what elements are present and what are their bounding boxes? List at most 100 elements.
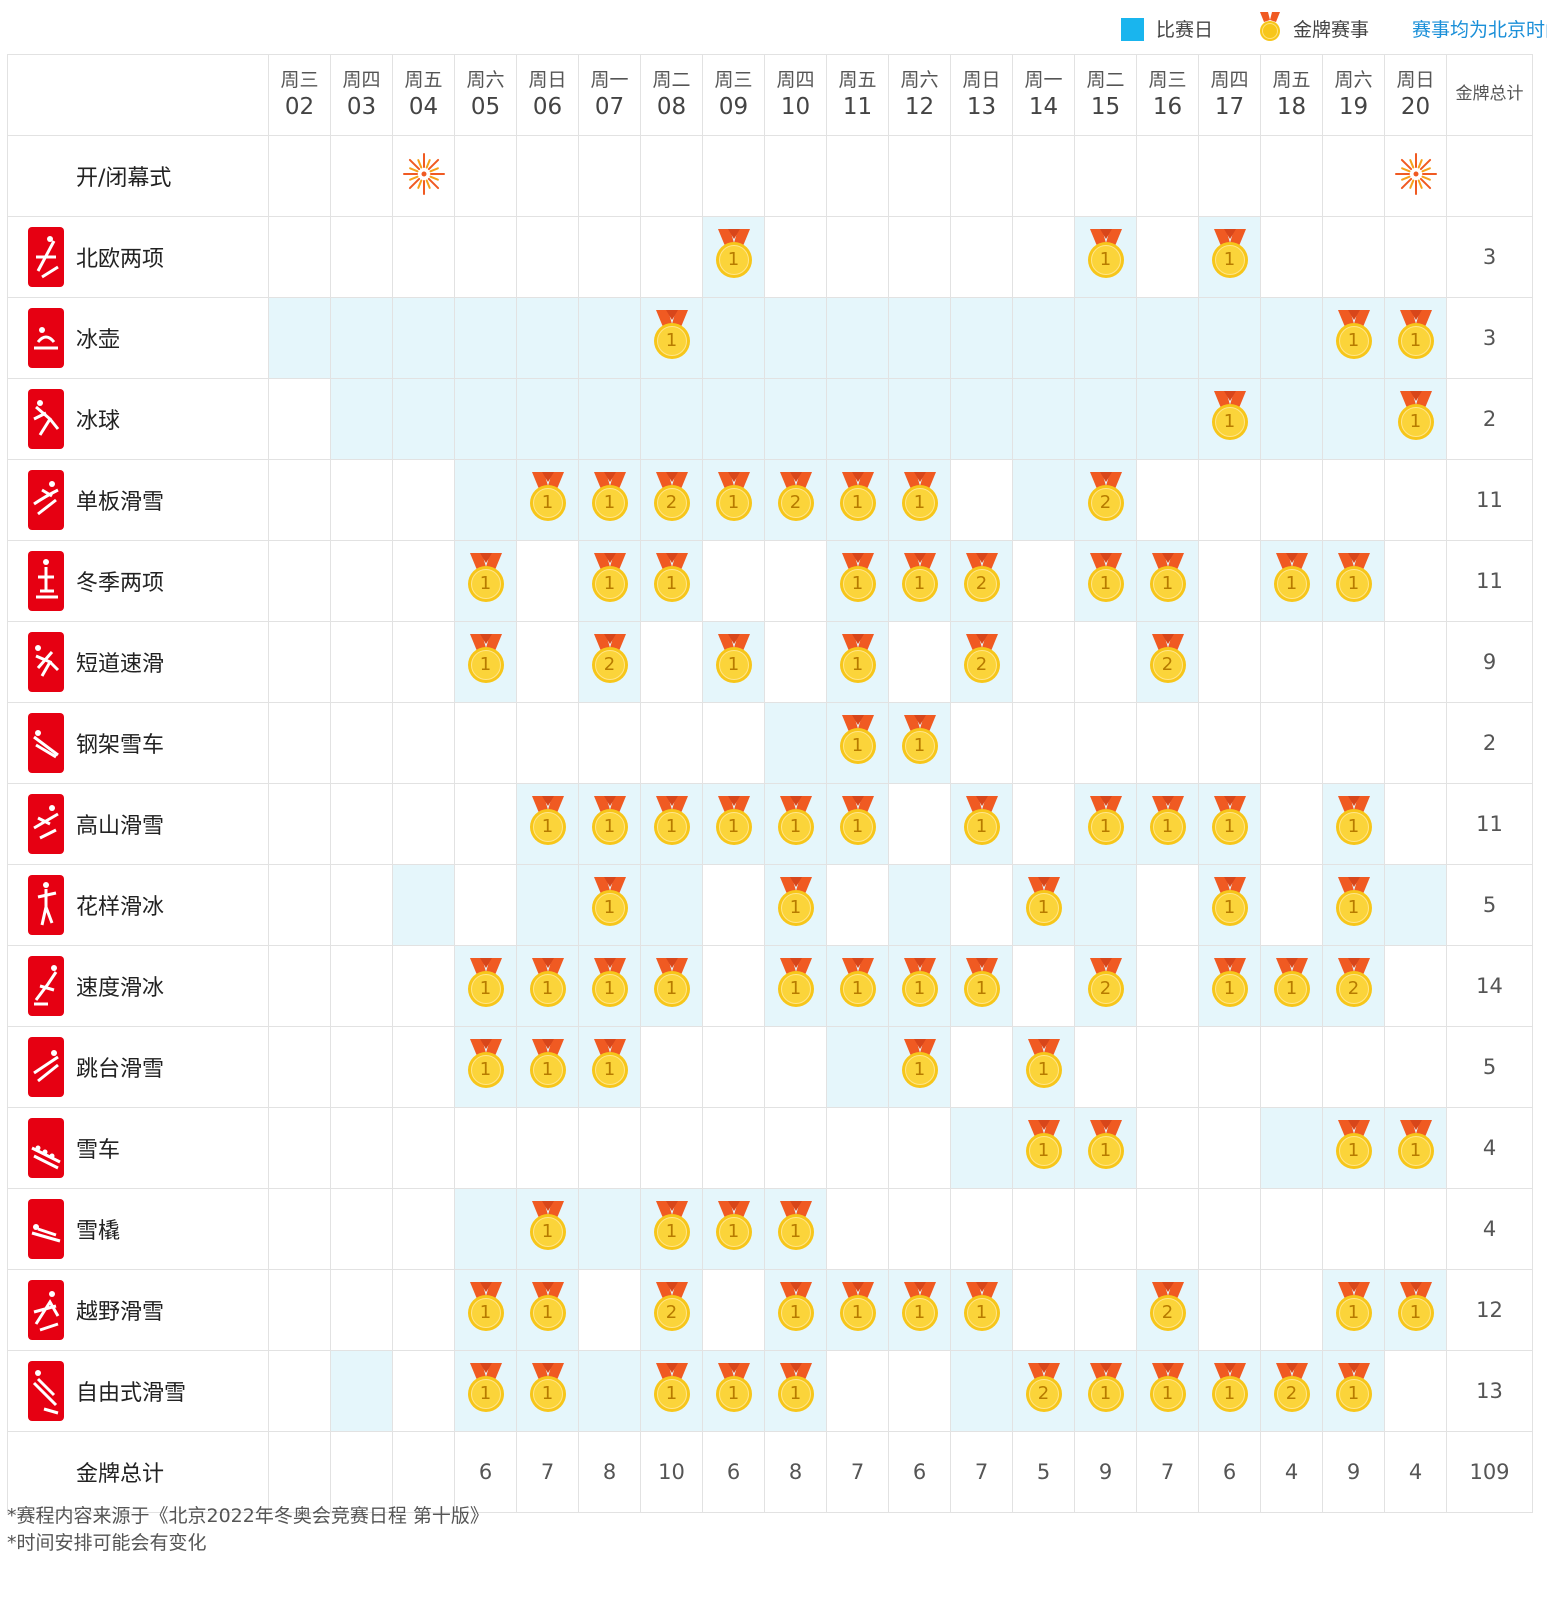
day-header: 周二 08 [640,54,703,136]
medal-count: 1 [541,1059,554,1080]
day-cell [888,1107,951,1189]
day-cell [330,864,393,946]
day-cell [1012,621,1075,703]
sport-total: 3 [1446,297,1533,379]
day-cell: 2 [1074,459,1137,541]
medal-count: 1 [727,1383,740,1404]
sport-name-cell: 北欧两项 [7,216,269,298]
day-cell [1260,1107,1323,1189]
day-cell [1136,945,1199,1027]
day-cell [578,1107,641,1189]
gold-medal-icon: 2 [962,634,1002,686]
day-cell [640,1026,703,1108]
day-header: 周日 13 [950,54,1013,136]
medal-count: 1 [541,1302,554,1323]
date-label: 15 [1090,93,1121,120]
daily-total-value: 9 [1074,1431,1137,1513]
medal-count: 1 [541,1383,554,1404]
day-cell: 1 [1012,1026,1075,1108]
day-cell: 1 [764,783,827,865]
sport-total: 2 [1446,378,1533,460]
day-cell: 1 [1322,1107,1385,1189]
day-cell [950,702,1013,784]
day-cell: 1 [516,1269,579,1351]
gold-medal-icon: 1 [528,1363,568,1415]
gold-medal-icon: 1 [466,553,506,605]
day-cell [764,378,827,460]
day-cell [1012,783,1075,865]
medal-count: 1 [789,1221,802,1242]
daily-total-value: 4 [1260,1431,1323,1513]
sport-row: 高山滑雪 1 1 1 1 1 1 1 1 1 1 1 11 [7,783,1533,865]
day-cell [1260,297,1323,379]
day-cell [1012,1188,1075,1270]
day-cell [764,1026,827,1108]
weekday-label: 周日 [962,68,1001,91]
day-cell [330,216,393,298]
timezone-note-link[interactable]: 赛事均为北京时间 [1412,19,1547,41]
gold-medal-icon: 1 [1334,310,1374,362]
sport-name-cell: 跳台滑雪 [7,1026,269,1108]
day-cell [950,1107,1013,1189]
day-cell [1012,297,1075,379]
medal-count: 2 [1285,1383,1298,1404]
sport-name-wrap: 雪橇 [8,1189,268,1269]
day-cell: 1 [1198,945,1261,1027]
day-cell [578,1350,641,1432]
day-cell [764,621,827,703]
day-cell: 1 [950,945,1013,1027]
day-cell: 2 [640,459,703,541]
medal-count: 2 [1099,492,1112,513]
sport-total: 14 [1446,945,1533,1027]
medal-count: 2 [603,654,616,675]
day-cell [330,1269,393,1351]
sport-name-wrap: 跳台滑雪 [8,1027,268,1107]
gold-medal-icon: 1 [776,877,816,929]
day-cell: 1 [640,945,703,1027]
gold-medal-icon: 1 [838,553,878,605]
gold-medal-icon: 2 [590,634,630,686]
day-cell [330,702,393,784]
firework-icon [401,151,447,197]
day-cell: 1 [1322,297,1385,379]
medal-count: 1 [975,978,988,999]
day-cell [1074,621,1137,703]
sport-name-cell: 短道速滑 [7,621,269,703]
day-cell [826,1188,889,1270]
gold-medal-icon: 1 [652,796,692,848]
day-cell: 1 [578,864,641,946]
sport-name: 钢架雪车 [76,733,165,758]
day-cell [516,702,579,784]
day-cell [1012,540,1075,622]
day-cell: 1 [578,459,641,541]
day-cell [1074,864,1137,946]
day-header: 周五 18 [1260,54,1323,136]
gold-medal-icon: 1 [838,958,878,1010]
day-cell [1384,1026,1447,1108]
day-cell: 1 [1198,783,1261,865]
day-cell [1384,945,1447,1027]
day-cell [1136,864,1199,946]
day-cell: 1 [1198,378,1261,460]
day-cell [578,216,641,298]
day-cell [578,135,641,217]
gold-medal-icon: 1 [466,958,506,1010]
legend: 比赛日 金牌赛事 赛事均为北京时间 [0,12,1547,44]
day-cell [454,864,517,946]
gold-medal-icon [1258,12,1282,42]
day-cell [1384,135,1447,217]
day-cell [1198,621,1261,703]
gold-medal-icon: 1 [652,553,692,605]
day-cell: 1 [454,1350,517,1432]
day-header: 周五 04 [392,54,455,136]
medal-count: 1 [1037,1059,1050,1080]
day-cell: 1 [640,297,703,379]
day-cell [1384,459,1447,541]
medal-count: 1 [665,330,678,351]
gold-medal-icon: 2 [1024,1363,1064,1415]
day-cell [578,702,641,784]
day-cell: 1 [888,1269,951,1351]
schedule-table-wrap: 周三 02 周四 03 周五 04 周六 05 周日 06 周一 07 周二 08 周三 09 周四 10 周五 11… [7,54,1533,1513]
day-cell [268,945,331,1027]
sport-row: 雪车 1 1 1 1 4 [7,1107,1533,1189]
